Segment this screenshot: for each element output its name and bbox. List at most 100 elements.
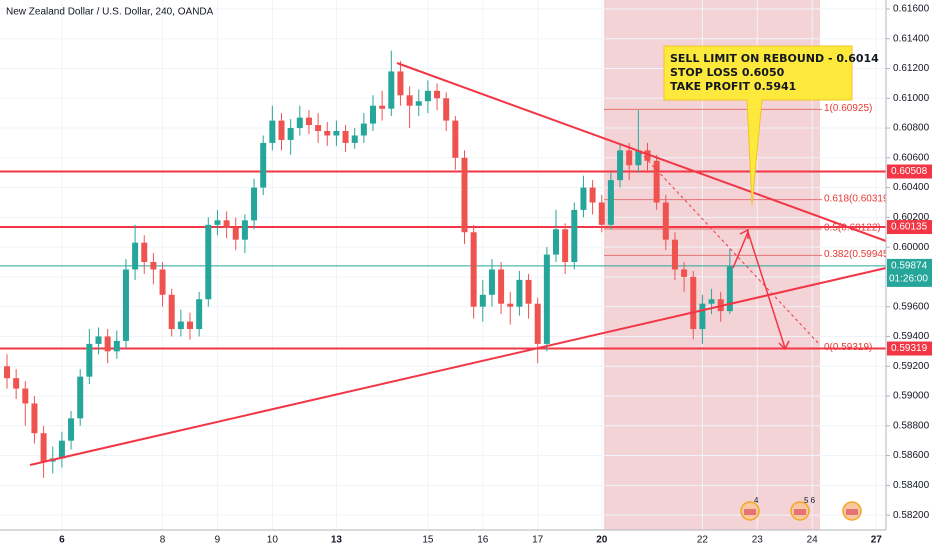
y-tick-label: 0.60800 xyxy=(893,123,930,134)
candle-body xyxy=(159,269,166,295)
candle-body xyxy=(205,224,212,300)
annotation-line: SELL LIMIT ON REBOUND - 0.6014 xyxy=(670,52,879,65)
candle-body xyxy=(360,123,367,136)
candle-body xyxy=(315,125,322,132)
candle-body xyxy=(690,276,697,330)
candle-body xyxy=(241,220,248,240)
candle-body xyxy=(251,187,258,221)
candle-body xyxy=(635,150,642,166)
x-tick-label: 15 xyxy=(422,535,434,546)
x-tick-label: 10 xyxy=(267,535,279,546)
x-tick-label: 13 xyxy=(331,535,343,546)
candle-body xyxy=(406,95,413,106)
candle-body xyxy=(260,142,267,188)
candle-body xyxy=(122,269,129,341)
candle-body xyxy=(324,131,331,136)
chart-title: New Zealand Dollar / U.S. Dollar, 240, O… xyxy=(6,7,214,18)
candle-body xyxy=(726,266,733,312)
candle-body xyxy=(498,269,505,304)
candle-body xyxy=(287,128,294,140)
candle-body xyxy=(113,340,120,352)
candle-body xyxy=(443,98,450,121)
candle-body xyxy=(40,433,47,462)
y-tick-label: 0.61400 xyxy=(893,33,930,44)
candle-body xyxy=(351,135,358,143)
candle-body xyxy=(379,105,386,109)
fib-diagonal xyxy=(639,151,821,346)
candle-body xyxy=(305,117,312,126)
candle-body xyxy=(141,242,148,263)
candle-body xyxy=(452,120,459,158)
y-tick-label: 0.58200 xyxy=(893,510,930,521)
candle-body xyxy=(671,239,678,270)
candle-body xyxy=(516,279,523,307)
candle-body xyxy=(333,131,340,136)
y-tick-label: 0.59200 xyxy=(893,361,930,372)
x-tick-label: 22 xyxy=(697,535,709,546)
candle-body xyxy=(150,262,157,270)
candle-body xyxy=(424,90,431,102)
candle-body xyxy=(662,202,669,240)
level-label: 0.60508 xyxy=(891,166,928,177)
level-tag xyxy=(887,220,932,235)
candle-body xyxy=(580,187,587,210)
x-tick-label: 24 xyxy=(807,535,819,546)
event-flag xyxy=(846,509,858,515)
annotation-line: STOP LOSS 0.6050 xyxy=(670,66,785,79)
level-tag xyxy=(887,164,932,179)
level-label: 0.60135 xyxy=(891,222,928,233)
candle-body xyxy=(278,120,285,140)
arrow-head xyxy=(739,228,749,239)
y-tick-label: 0.58600 xyxy=(893,450,930,461)
level-label: 0.59319 xyxy=(891,343,928,354)
ascending-trendline xyxy=(29,267,887,466)
x-tick-label: 27 xyxy=(871,535,883,546)
candle-body xyxy=(699,303,706,330)
candle-body xyxy=(177,321,184,330)
candle-body xyxy=(31,403,38,434)
candle-body xyxy=(708,299,715,304)
y-tick-label: 0.58400 xyxy=(893,480,930,491)
candle-body xyxy=(104,336,111,352)
candle-body xyxy=(479,294,486,307)
descending-trendline xyxy=(396,62,887,242)
candle-body xyxy=(86,343,93,377)
y-tick-label: 0.58800 xyxy=(893,420,930,431)
event-flag xyxy=(744,509,756,515)
candle-body xyxy=(562,229,569,263)
candle-body xyxy=(607,180,614,225)
candle-body xyxy=(434,90,441,99)
candle-body xyxy=(534,303,541,344)
annotation-line: TAKE PROFIT 0.5941 xyxy=(670,80,796,93)
x-tick-label: 9 xyxy=(215,535,221,546)
candle-body xyxy=(397,71,404,96)
candle-body xyxy=(461,157,468,233)
y-tick-label: 0.61000 xyxy=(893,93,930,104)
y-tick-label: 0.59600 xyxy=(893,301,930,312)
candle-body xyxy=(4,366,10,379)
event-label: 5 6 xyxy=(804,496,816,505)
y-tick-label: 0.61200 xyxy=(893,63,930,74)
candle-body xyxy=(187,321,193,330)
event-label: 4 xyxy=(754,496,759,505)
candle-body xyxy=(644,150,651,161)
time-axis xyxy=(0,530,886,550)
candle-body xyxy=(681,269,688,277)
candle-body xyxy=(653,160,660,203)
callout-box xyxy=(663,45,853,206)
candle-body xyxy=(626,150,633,166)
candle-body xyxy=(617,150,624,181)
x-tick-label: 23 xyxy=(752,535,764,546)
candle-body xyxy=(296,117,303,129)
candle-body xyxy=(22,388,29,404)
candle-body xyxy=(415,101,422,106)
candle-body xyxy=(525,279,532,304)
x-tick-label: 8 xyxy=(160,535,166,546)
y-tick-label: 0.60200 xyxy=(893,212,930,223)
candle-body xyxy=(68,418,75,441)
candle-body xyxy=(470,232,477,307)
candle-body xyxy=(388,71,395,109)
y-tick-label: 0.60600 xyxy=(893,152,930,163)
candle-body xyxy=(132,242,139,270)
candle-body xyxy=(95,336,102,344)
